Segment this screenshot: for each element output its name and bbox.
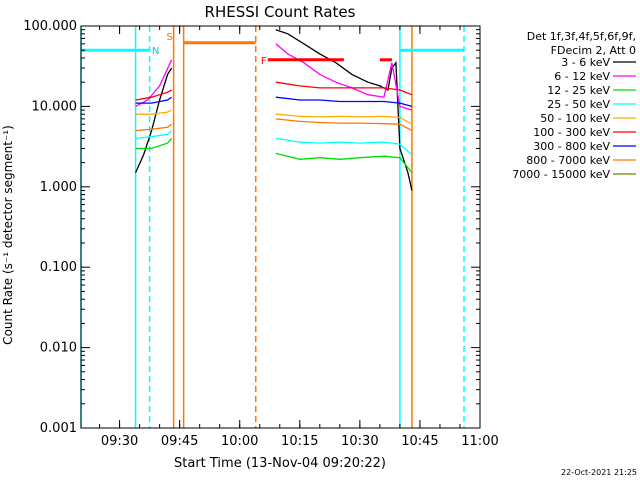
- x-axis-label: Start Time (13-Nov-04 09:20:22): [174, 456, 386, 471]
- x-tick-label-4: 10:30: [341, 434, 378, 449]
- flag-label-2: F: [261, 56, 267, 67]
- x-tick-label-3: 10:15: [281, 434, 318, 449]
- series-6-segment-1: [275, 96, 413, 108]
- series-7-segment-1: [275, 118, 413, 132]
- legend-entry-label-8: 7000 - 15000 keV: [512, 168, 610, 181]
- y-tick-label-5: 100.000: [23, 19, 77, 34]
- y-tick-label-1: 0.010: [40, 341, 77, 356]
- series-4-segment-0: [135, 109, 172, 115]
- flag-label-1: N: [152, 46, 159, 57]
- series-4-segment-1: [275, 113, 413, 125]
- legend-entry-label-3: 25 - 50 keV: [547, 98, 610, 111]
- series-7-segment-0: [135, 123, 172, 132]
- series-2-segment-1: [275, 152, 413, 174]
- legend-header-line-1: FDecim 2, Att 0: [551, 44, 636, 57]
- series-0-segment-0: [135, 67, 173, 173]
- x-tick-label-5: 10:45: [401, 434, 438, 449]
- x-tick-label-0: 09:30: [101, 434, 138, 449]
- x-tick-label-6: 11:00: [461, 434, 498, 449]
- series-3-segment-1: [275, 137, 413, 156]
- legend-entry-label-7: 800 - 7000 keV: [526, 154, 610, 167]
- y-axis-label: Count Rate (s⁻¹ detector segment⁻¹): [1, 125, 15, 345]
- x-tick-label-1: 09:45: [161, 434, 198, 449]
- footer-date: 22-Oct-2021 21:25: [561, 468, 637, 477]
- legend-entry-label-5: 100 - 300 keV: [533, 126, 610, 139]
- series-5-segment-1: [275, 81, 413, 96]
- x-tick-label-2: 10:00: [221, 434, 258, 449]
- legend-header-line-0: Det 1f,3f,4f,5f,6f,9f,: [527, 30, 636, 43]
- series-0-segment-1: [275, 29, 413, 191]
- y-tick-label-0: 0.001: [40, 421, 77, 436]
- series-3-segment-0: [135, 130, 173, 140]
- legend-entry-label-2: 12 - 25 keV: [547, 84, 610, 97]
- y-tick-label-3: 1.000: [40, 180, 77, 195]
- y-tick-label-2: 0.100: [40, 260, 77, 275]
- plot-frame: [80, 25, 481, 429]
- legend-entry-label-1: 6 - 12 keV: [554, 70, 610, 83]
- y-tick-label-4: 10.000: [32, 99, 78, 114]
- legend-entry-label-0: 3 - 6 keV: [561, 56, 610, 69]
- chart-title: RHESSI Count Rates: [205, 3, 356, 21]
- legend-entry-label-4: 50 - 100 keV: [540, 112, 610, 125]
- series-6-segment-0: [135, 96, 172, 104]
- series-5-segment-0: [135, 89, 172, 101]
- series-2-segment-0: [135, 137, 173, 150]
- legend-entry-label-6: 300 - 800 keV: [533, 140, 610, 153]
- flag-label-0: S: [166, 32, 172, 43]
